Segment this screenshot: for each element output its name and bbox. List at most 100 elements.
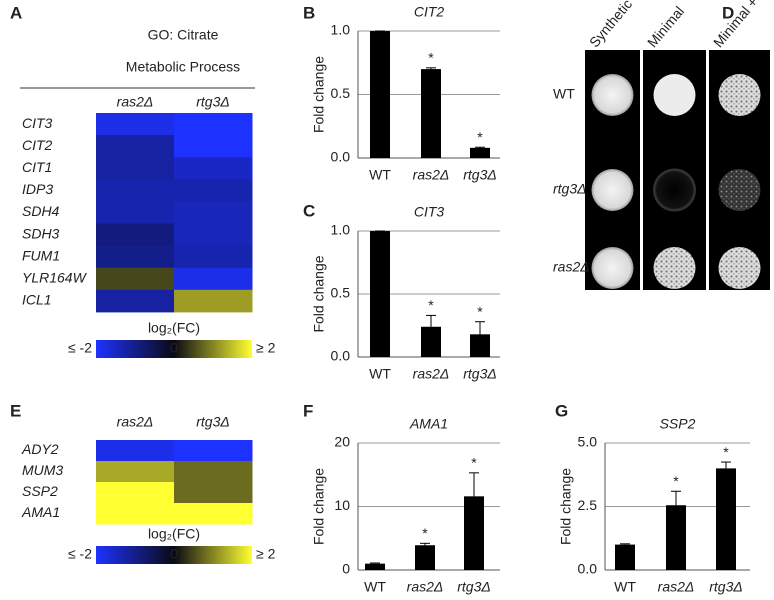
heatmap-cell bbox=[174, 245, 253, 269]
x-tick-label: WT bbox=[364, 579, 386, 595]
colony-spot bbox=[653, 168, 696, 212]
heatmap-cell bbox=[174, 157, 253, 180]
colorbar bbox=[96, 340, 252, 358]
heatmap-cell bbox=[174, 482, 253, 504]
chart-title: CIT3 bbox=[414, 204, 445, 220]
y-tick-label: 0.5 bbox=[331, 285, 351, 301]
heatmap-cell bbox=[96, 113, 175, 136]
x-tick-label: rtg3Δ bbox=[463, 167, 497, 183]
colony-spot bbox=[591, 169, 634, 211]
colony-spot bbox=[591, 247, 634, 289]
row-label: SDH4 bbox=[22, 203, 60, 219]
bar bbox=[615, 544, 635, 570]
row-label: CIT1 bbox=[22, 159, 52, 175]
row-label: rtg3Δ bbox=[553, 181, 587, 197]
y-tick-label: 1.0 bbox=[331, 22, 351, 38]
column-label: Minimal bbox=[644, 3, 687, 50]
significance: * bbox=[673, 473, 679, 489]
significance: * bbox=[477, 129, 483, 145]
heatmap-cell bbox=[96, 135, 175, 158]
x-tick-label: rtg3Δ bbox=[463, 366, 497, 382]
heatmap-cell bbox=[174, 503, 253, 525]
colorbar-tick-label: 0 bbox=[170, 340, 178, 356]
y-tick-label: 1.0 bbox=[331, 222, 351, 238]
x-tick-label: ras2Δ bbox=[413, 366, 450, 382]
heatmap-cell bbox=[96, 223, 175, 247]
heatmap-cell bbox=[96, 267, 175, 291]
colony-spot bbox=[653, 247, 696, 289]
significance: * bbox=[471, 455, 477, 471]
colorbar-tick-label: ≤ -2 bbox=[68, 340, 92, 356]
significance: * bbox=[723, 444, 729, 460]
row-label: SDH3 bbox=[22, 225, 60, 241]
panel-label: E bbox=[10, 401, 21, 420]
row-label: IDP3 bbox=[22, 181, 53, 197]
x-tick-label: WT bbox=[614, 579, 636, 595]
colorbar-tick-label: 0 bbox=[170, 546, 178, 562]
row-label: ras2Δ bbox=[553, 259, 590, 275]
heatmap-cell bbox=[96, 440, 175, 462]
significance: * bbox=[477, 303, 483, 319]
heatmap-cell bbox=[174, 135, 253, 158]
row-label: CIT2 bbox=[22, 137, 53, 153]
bar bbox=[415, 545, 435, 570]
colorbar-label: log₂(FC) bbox=[148, 320, 200, 336]
x-tick-label: WT bbox=[369, 167, 391, 183]
row-label: FUM1 bbox=[22, 247, 60, 263]
heatmap-cell bbox=[174, 440, 253, 462]
heatmap-cell bbox=[96, 482, 175, 504]
heatmap-title: GO: Citrate bbox=[148, 27, 219, 43]
y-tick-label: 0.0 bbox=[331, 149, 351, 165]
heatmap-cell bbox=[174, 223, 253, 247]
bar bbox=[464, 496, 484, 570]
heatmap-cell bbox=[174, 461, 253, 483]
heatmap-cell bbox=[174, 289, 253, 313]
column-label: Minimal + Glu bbox=[710, 0, 774, 50]
x-tick-label: rtg3Δ bbox=[457, 579, 491, 595]
heatmap-cell bbox=[174, 113, 253, 136]
y-tick-label: 0.5 bbox=[331, 85, 351, 101]
y-tick-label: 0.0 bbox=[578, 561, 598, 577]
heatmap-cell bbox=[96, 503, 175, 525]
row-label: CIT3 bbox=[22, 115, 53, 131]
colony-spot bbox=[653, 74, 696, 116]
significance: * bbox=[428, 50, 434, 66]
y-axis-label: Fold change bbox=[311, 255, 327, 332]
row-label: ICL1 bbox=[22, 292, 52, 308]
bar bbox=[370, 31, 390, 158]
colorbar bbox=[96, 546, 252, 564]
heatmap-title: Metabolic Process bbox=[126, 59, 240, 75]
y-tick-label: 5.0 bbox=[578, 434, 598, 450]
y-tick-label: 0.0 bbox=[331, 348, 351, 364]
panel-label: F bbox=[303, 401, 313, 420]
colony-spot bbox=[718, 169, 761, 211]
heatmap-cell bbox=[96, 289, 175, 313]
bar bbox=[666, 505, 686, 570]
y-axis-label: Fold change bbox=[311, 56, 327, 133]
row-label: SSP2 bbox=[22, 483, 58, 499]
bar bbox=[716, 468, 736, 570]
significance: * bbox=[422, 525, 428, 541]
column-label: ras2Δ bbox=[117, 414, 154, 430]
panel-label: G bbox=[555, 401, 568, 420]
y-axis-label: Fold change bbox=[558, 468, 574, 545]
x-tick-label: ras2Δ bbox=[658, 579, 695, 595]
bar bbox=[470, 147, 490, 158]
y-tick-label: 20 bbox=[334, 434, 350, 450]
panel-label: C bbox=[303, 201, 315, 220]
column-label: rtg3Δ bbox=[196, 414, 230, 430]
bar bbox=[470, 334, 490, 357]
column-label: Synthetic bbox=[586, 0, 635, 50]
panel-label: D bbox=[722, 3, 734, 22]
bar bbox=[421, 69, 441, 158]
heatmap-cell bbox=[96, 179, 175, 202]
heatmap-cell bbox=[96, 461, 175, 483]
heatmap-cell bbox=[96, 245, 175, 269]
bar bbox=[365, 563, 385, 570]
x-tick-label: WT bbox=[369, 366, 391, 382]
heatmap-cell bbox=[174, 267, 253, 291]
y-tick-label: 2.5 bbox=[578, 497, 598, 513]
row-label: MUM3 bbox=[22, 462, 63, 478]
colony-spot bbox=[718, 247, 761, 289]
